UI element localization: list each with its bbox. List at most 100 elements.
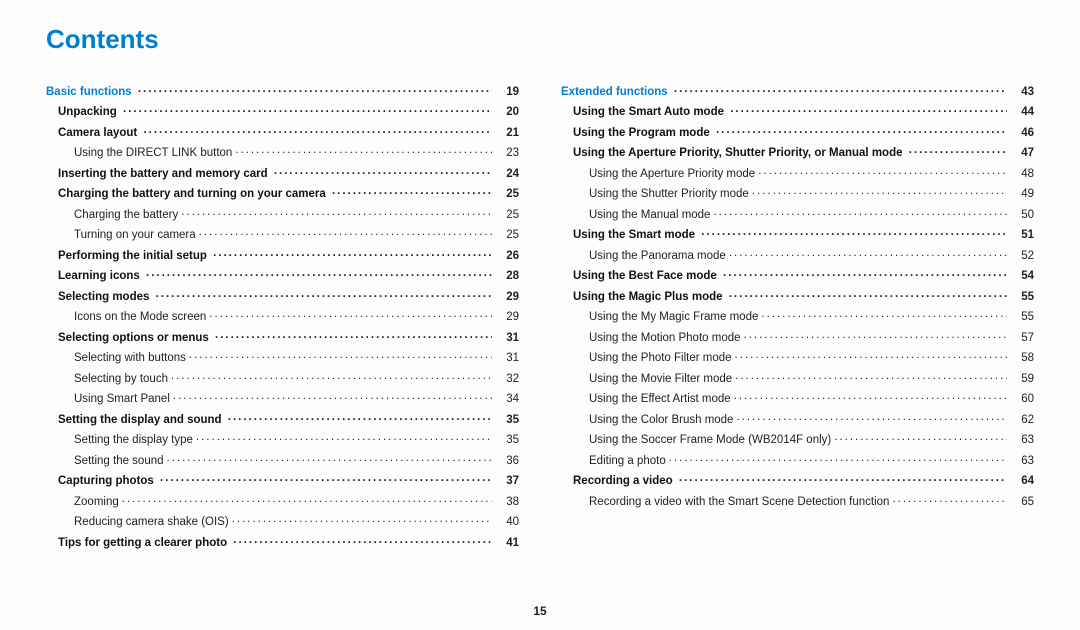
toc-row[interactable]: Icons on the Mode screen29: [46, 309, 519, 324]
toc-leader: [189, 350, 492, 362]
toc-row[interactable]: Using the Soccer Frame Mode (WB2014F onl…: [561, 432, 1034, 447]
toc-leader: [701, 227, 1007, 239]
toc-row[interactable]: Using the Magic Plus mode 55: [561, 288, 1034, 303]
toc-row[interactable]: Performing the initial setup 26: [46, 247, 519, 262]
toc-leader: [729, 288, 1007, 300]
toc-leader: [215, 329, 492, 341]
toc-page: 35: [495, 434, 519, 446]
toc-page: 35: [495, 414, 519, 426]
toc-label: Selecting with buttons: [74, 352, 186, 364]
toc-row[interactable]: Editing a photo 63: [561, 452, 1034, 467]
toc-row[interactable]: Using the Photo Filter mode58: [561, 350, 1034, 365]
toc-label: Using the Photo Filter mode: [589, 352, 732, 364]
toc-page: 64: [1010, 475, 1034, 487]
toc-leader: [196, 432, 492, 444]
toc-row[interactable]: Reducing camera shake (OIS)40: [46, 514, 519, 529]
toc-leader: [761, 309, 1007, 321]
toc-row[interactable]: Using the Panorama mode52: [561, 247, 1034, 262]
toc-row[interactable]: Setting the display and sound 35: [46, 411, 519, 426]
toc-leader: [730, 104, 1007, 116]
toc-leader: [752, 186, 1007, 198]
toc-leader: [892, 493, 1007, 505]
toc-leader: [735, 370, 1007, 382]
toc-page: 63: [1010, 434, 1034, 446]
toc-row[interactable]: Using the Smart Auto mode 44: [561, 104, 1034, 119]
toc-row[interactable]: Using the Movie Filter mode59: [561, 370, 1034, 385]
toc-label: Using the Smart Auto mode: [573, 106, 727, 118]
toc-row[interactable]: Selecting with buttons31: [46, 350, 519, 365]
toc-row[interactable]: Inserting the battery and memory card 24: [46, 165, 519, 180]
toc-row[interactable]: Using Smart Panel34: [46, 391, 519, 406]
toc-row[interactable]: Turning on your camera25: [46, 227, 519, 242]
toc-label: Using the Best Face mode: [573, 270, 720, 282]
toc-leader: [744, 329, 1007, 341]
toc-page: 20: [495, 106, 519, 118]
toc-row[interactable]: Tips for getting a clearer photo 41: [46, 534, 519, 549]
toc-leader: [156, 288, 492, 300]
toc-page: 54: [1010, 270, 1034, 282]
contents-page: Contents Basic functions 19Unpacking 20C…: [0, 0, 1080, 630]
toc-leader: [171, 370, 492, 382]
toc-row[interactable]: Selecting by touch32: [46, 370, 519, 385]
toc-leader: [669, 452, 1007, 464]
toc-page: 63: [1010, 455, 1034, 467]
toc-row[interactable]: Basic functions 19: [46, 83, 519, 98]
toc-row[interactable]: Capturing photos 37: [46, 473, 519, 488]
toc-page: 44: [1010, 106, 1034, 118]
toc-row[interactable]: Using the Color Brush mode62: [561, 411, 1034, 426]
toc-row[interactable]: Using the Aperture Priority mode48: [561, 165, 1034, 180]
toc-page: 28: [495, 270, 519, 282]
toc-leader: [122, 493, 492, 505]
toc-label: Zooming: [74, 496, 119, 508]
toc-row[interactable]: Selecting modes 29: [46, 288, 519, 303]
toc-row[interactable]: Using the DIRECT LINK button23: [46, 145, 519, 160]
toc-row[interactable]: Recording a video with the Smart Scene D…: [561, 493, 1034, 508]
toc-row[interactable]: Using the Best Face mode 54: [561, 268, 1034, 283]
toc-row[interactable]: Using the Aperture Priority, Shutter Pri…: [561, 145, 1034, 160]
toc-row[interactable]: Recording a video 64: [561, 473, 1034, 488]
toc-leader: [143, 124, 492, 136]
toc-label: Using the Magic Plus mode: [573, 291, 726, 303]
toc-label: Charging the battery: [74, 209, 178, 221]
toc-label: Using the Effect Artist mode: [589, 393, 731, 405]
toc-label: Tips for getting a clearer photo: [58, 537, 230, 549]
toc-leader: [679, 473, 1007, 485]
toc-row[interactable]: Unpacking 20: [46, 104, 519, 119]
toc-page: 51: [1010, 229, 1034, 241]
toc-label: Using the Color Brush mode: [589, 414, 733, 426]
toc-row[interactable]: Selecting options or menus 31: [46, 329, 519, 344]
toc-row[interactable]: Charging the battery25: [46, 206, 519, 221]
toc-row[interactable]: Using the Motion Photo mode57: [561, 329, 1034, 344]
toc-page: 31: [495, 332, 519, 344]
toc-row[interactable]: Charging the battery and turning on your…: [46, 186, 519, 201]
toc-row[interactable]: Using the Program mode 46: [561, 124, 1034, 139]
toc-row[interactable]: Setting the display type35: [46, 432, 519, 447]
toc-leader: [729, 247, 1007, 259]
toc-label: Turning on your camera: [74, 229, 196, 241]
toc-row[interactable]: Extended functions 43: [561, 83, 1034, 98]
toc-row[interactable]: Using the Effect Artist mode60: [561, 391, 1034, 406]
toc-leader: [909, 145, 1007, 157]
toc-row[interactable]: Setting the sound36: [46, 452, 519, 467]
toc-row[interactable]: Zooming38: [46, 493, 519, 508]
toc-leader: [716, 124, 1007, 136]
toc-leader: [199, 227, 492, 239]
toc-leader: [736, 411, 1007, 423]
toc-page: 23: [495, 147, 519, 159]
toc-row[interactable]: Using the My Magic Frame mode55: [561, 309, 1034, 324]
toc-label: Performing the initial setup: [58, 250, 210, 262]
toc-page: 19: [495, 86, 519, 98]
toc-label: Using the Program mode: [573, 127, 713, 139]
toc-row[interactable]: Learning icons 28: [46, 268, 519, 283]
toc-row[interactable]: Using the Smart mode 51: [561, 227, 1034, 242]
toc-page: 41: [495, 537, 519, 549]
toc-leader: [274, 165, 492, 177]
toc-label: Using the Shutter Priority mode: [589, 188, 749, 200]
toc-row[interactable]: Using the Shutter Priority mode49: [561, 186, 1034, 201]
toc-page: 29: [495, 311, 519, 323]
toc-row[interactable]: Camera layout 21: [46, 124, 519, 139]
toc-label: Recording a video with the Smart Scene D…: [589, 496, 889, 508]
toc-label: Editing a photo: [589, 455, 666, 467]
toc-row[interactable]: Using the Manual mode50: [561, 206, 1034, 221]
toc-label: Using the Aperture Priority, Shutter Pri…: [573, 147, 906, 159]
